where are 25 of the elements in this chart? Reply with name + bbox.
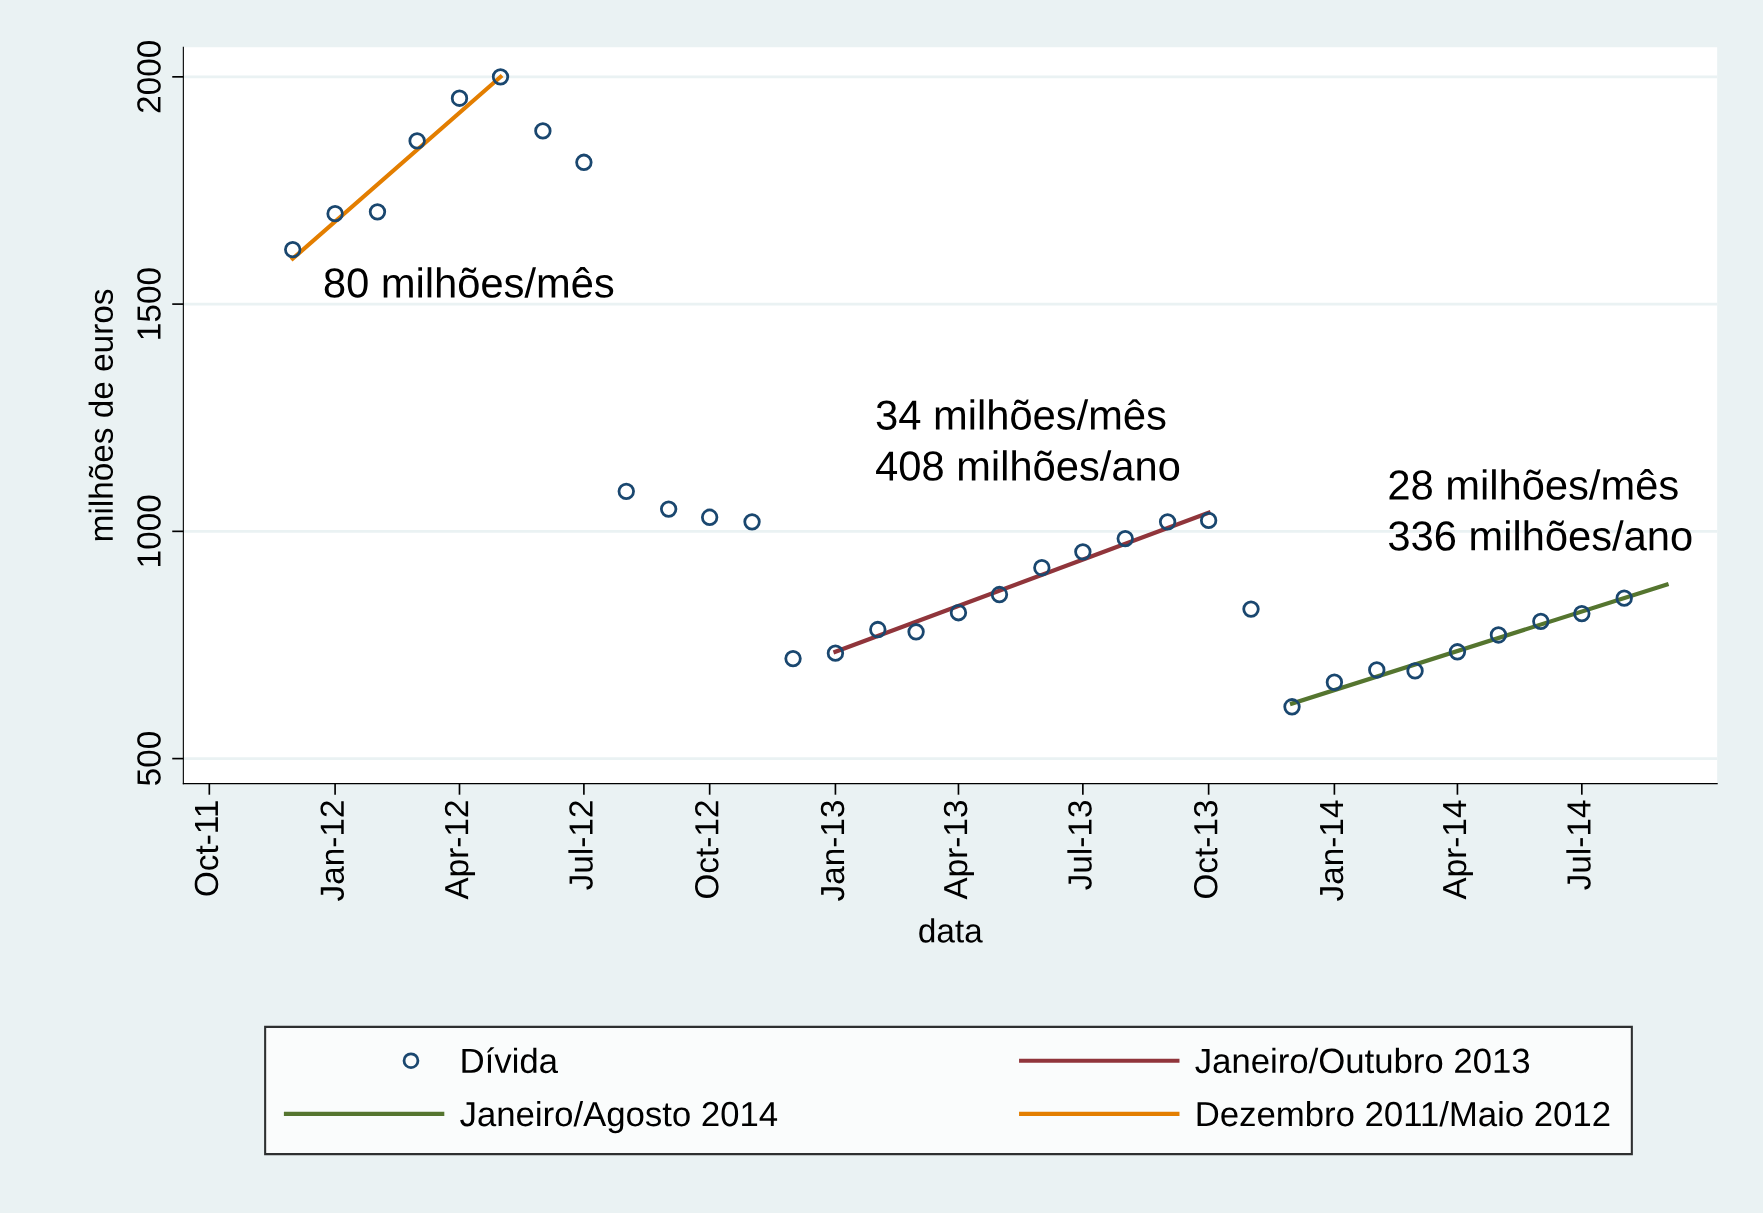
x-tick-label: Jan-14	[1320, 800, 1344, 901]
x-tick-label: Jan-12	[320, 801, 345, 901]
y-tick-label: 1500	[137, 268, 161, 339]
annotation: 28 milhões/mês 336 milhões/ano	[1388, 469, 1692, 551]
legend-label: Janeiro/Agosto 2014	[460, 1100, 778, 1134]
x-tick-label: Jul-14	[1566, 800, 1591, 890]
y-tick-label: 1000	[137, 495, 161, 566]
x-tick-label: Oct-12	[695, 801, 719, 899]
x-tick-label: Jul-12	[568, 801, 593, 890]
x-axis-title: data	[919, 918, 983, 943]
x-tick-label: Oct-11	[194, 801, 219, 896]
legend-label: Janeiro/Outubro 2013	[1195, 1047, 1530, 1074]
y-tick-label: 2000	[137, 41, 161, 113]
annotation: 34 milhões/mês 408 milhões/ano	[876, 399, 1180, 481]
legend-label: Dívida	[462, 1047, 559, 1074]
y-tick-label: 500	[137, 732, 161, 786]
annotation: 80 milhões/mês	[324, 267, 614, 298]
x-tick-label: Jan-13	[820, 801, 845, 901]
y-axis-title: milhões de euros	[88, 289, 114, 541]
x-tick-label: Oct-13	[1193, 801, 1218, 899]
x-tick-label: Jul-13	[1067, 801, 1092, 890]
x-tick-label: Apr-14	[1443, 800, 1473, 900]
x-tick-label: Apr-13	[943, 801, 974, 900]
legend-label: Dezembro 2011/Maio 2012	[1197, 1100, 1610, 1127]
x-tick-label: Apr-12	[444, 801, 476, 900]
